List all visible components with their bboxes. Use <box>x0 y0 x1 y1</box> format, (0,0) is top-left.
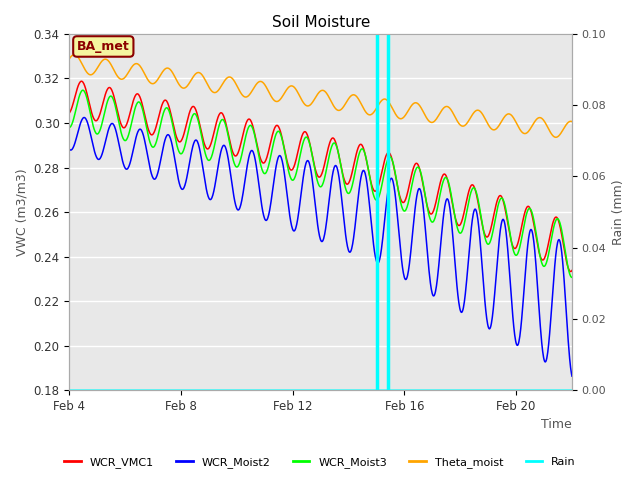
X-axis label: Time: Time <box>541 419 572 432</box>
Text: BA_met: BA_met <box>77 40 130 53</box>
Legend: WCR_VMC1, WCR_Moist2, WCR_Moist3, Theta_moist, Rain: WCR_VMC1, WCR_Moist2, WCR_Moist3, Theta_… <box>60 452 580 472</box>
Y-axis label: Rain (mm): Rain (mm) <box>612 179 625 245</box>
Y-axis label: VWC (m3/m3): VWC (m3/m3) <box>15 168 28 256</box>
Title: Soil Moisture: Soil Moisture <box>271 15 370 30</box>
